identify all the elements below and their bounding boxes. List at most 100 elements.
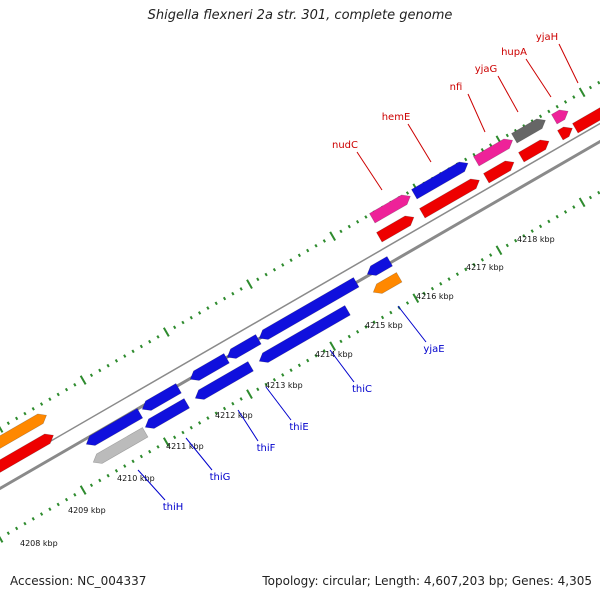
- minor-tick: [355, 219, 360, 224]
- gene-arrow-thiF: [194, 361, 254, 400]
- gene-leader-line: [407, 123, 432, 163]
- gene-label-forward: yjaG: [475, 64, 498, 75]
- gene-arrow-thiE: [258, 305, 351, 363]
- gene-label-reverse: thiE: [289, 422, 308, 433]
- minor-tick: [131, 349, 135, 354]
- gene-arrow-blue: [366, 256, 393, 276]
- minor-tick: [597, 80, 600, 85]
- gene-arrow-nudC: [369, 194, 411, 224]
- major-tick: [162, 437, 170, 447]
- minor-tick: [173, 435, 177, 440]
- minor-tick: [372, 320, 376, 324]
- minor-tick: [513, 238, 518, 243]
- gene-leader-line: [467, 93, 486, 133]
- minor-tick: [206, 416, 210, 420]
- minor-tick: [73, 383, 77, 387]
- minor-tick: [422, 291, 426, 296]
- minor-tick: [256, 387, 260, 392]
- minor-tick: [197, 421, 202, 425]
- minor-tick: [505, 133, 509, 138]
- minor-tick: [489, 143, 493, 147]
- genome-backbone-line: [0, 122, 600, 472]
- minor-tick: [538, 114, 543, 119]
- major-tick: [79, 375, 87, 385]
- gene-label-reverse: thiH: [163, 502, 184, 513]
- minor-tick: [347, 224, 351, 229]
- minor-tick: [39, 512, 44, 516]
- major-tick: [412, 293, 420, 304]
- major-tick: [0, 425, 4, 433]
- minor-tick: [555, 104, 559, 109]
- minor-tick: [23, 411, 27, 416]
- minor-tick: [339, 229, 343, 234]
- minor-tick: [355, 329, 360, 334]
- gene-leader-line: [265, 386, 292, 421]
- gene-arrow-red: [518, 139, 550, 163]
- major-tick: [578, 87, 586, 98]
- kbp-label: 4216 kbp: [416, 292, 454, 301]
- gene-leader-line: [329, 349, 355, 383]
- minor-tick: [239, 397, 243, 401]
- major-tick: [329, 231, 337, 242]
- minor-tick: [173, 325, 177, 330]
- map-title: Shigella flexneri 2a str. 301, complete …: [147, 8, 453, 23]
- minor-tick: [181, 320, 185, 325]
- minor-tick: [156, 335, 160, 339]
- minor-tick: [597, 190, 600, 195]
- gene-leader-line: [497, 75, 519, 113]
- minor-tick: [572, 95, 576, 99]
- major-tick: [79, 485, 87, 495]
- minor-tick: [222, 406, 227, 411]
- minor-tick: [464, 157, 468, 162]
- gene-arrow-red: [0, 433, 54, 473]
- minor-tick: [297, 363, 302, 368]
- gene-leader-line: [525, 58, 552, 98]
- minor-tick: [56, 392, 60, 397]
- minor-tick: [364, 325, 368, 329]
- minor-tick: [131, 459, 135, 464]
- minor-tick: [189, 425, 193, 430]
- gene-arrow-red: [419, 178, 480, 219]
- minor-tick: [64, 497, 69, 502]
- minor-tick: [405, 301, 410, 305]
- minor-tick: [231, 291, 235, 296]
- major-tick: [495, 245, 503, 256]
- gene-arrow-blue: [189, 353, 230, 381]
- gene-arrow-thiC: [258, 277, 360, 340]
- minor-tick: [547, 109, 551, 114]
- minor-tick: [306, 248, 310, 253]
- gene-arrow-hupA: [551, 109, 569, 125]
- minor-tick: [405, 191, 410, 195]
- minor-tick: [472, 152, 476, 157]
- gene-arrow-yjaG: [511, 118, 546, 144]
- gene-label-forward: nfi: [450, 82, 463, 93]
- minor-tick: [98, 368, 102, 373]
- minor-tick: [430, 286, 435, 291]
- minor-tick: [547, 219, 551, 224]
- minor-tick: [89, 483, 94, 488]
- minor-tick: [272, 267, 277, 272]
- minor-tick: [197, 311, 202, 315]
- minor-tick: [123, 464, 127, 468]
- kbp-label: 4208 kbp: [20, 539, 58, 548]
- minor-tick: [114, 359, 119, 363]
- minor-tick: [455, 272, 460, 277]
- gene-arrow-red: [376, 215, 415, 243]
- minor-tick: [281, 373, 285, 377]
- gene-arrow-thiH: [92, 427, 149, 464]
- gene-leader-line: [237, 409, 259, 442]
- minor-tick: [563, 210, 568, 214]
- minor-tick: [505, 243, 509, 248]
- minor-tick: [98, 478, 102, 483]
- topology-text: Topology: circular; Length: 4,607,203 bp…: [262, 574, 592, 588]
- minor-tick: [289, 258, 293, 262]
- gene-label-forward: hemE: [382, 112, 411, 123]
- minor-tick: [156, 445, 160, 449]
- major-tick: [162, 327, 170, 337]
- gene-arrow-thiG: [144, 398, 190, 429]
- minor-tick: [239, 287, 243, 291]
- minor-tick: [530, 229, 534, 233]
- minor-tick: [472, 262, 476, 267]
- kbp-label: 4209 kbp: [68, 506, 106, 515]
